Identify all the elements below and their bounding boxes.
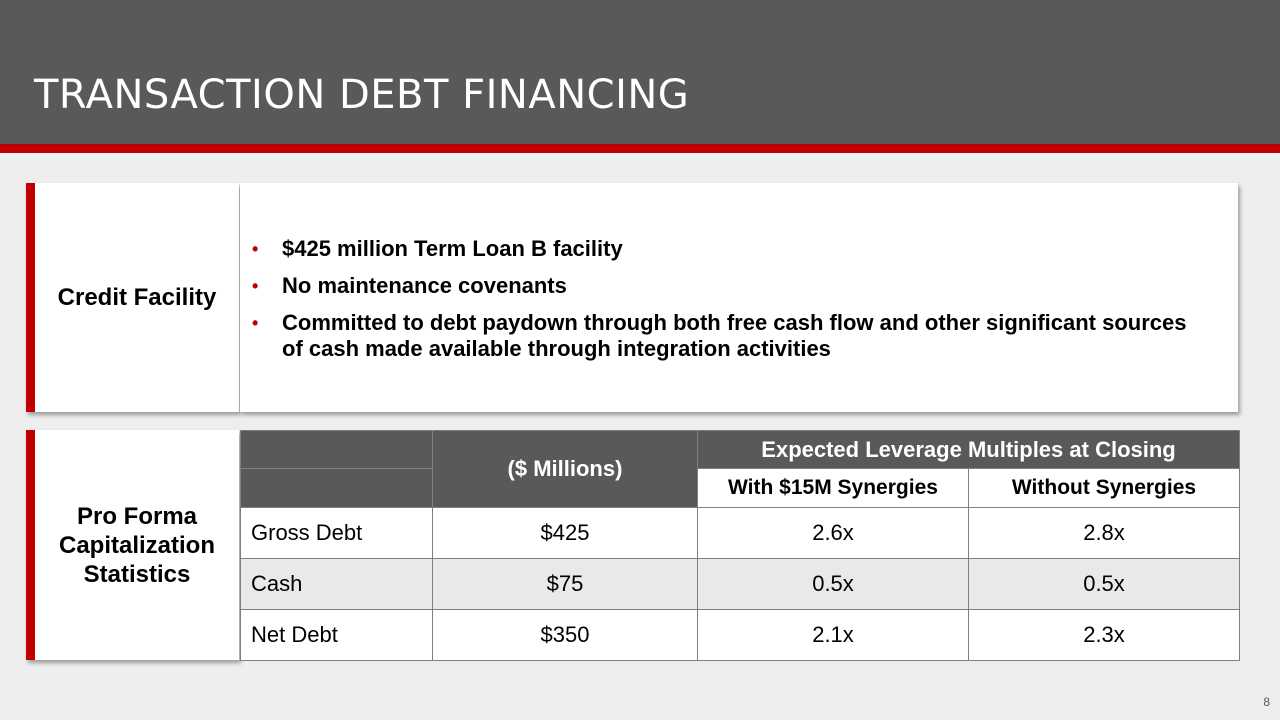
table-row: Cash $75 0.5x 0.5x: [240, 558, 1241, 610]
bullet-item: • $425 million Term Loan B facility: [252, 236, 623, 261]
header-empty-cell: [240, 468, 433, 508]
header-millions: ($ Millions): [432, 430, 698, 508]
header-leverage-group: Expected Leverage Multiples at Closing: [696, 430, 1241, 469]
pro-forma-label-text: Pro Forma Capitalization Statistics: [58, 502, 215, 588]
page-number: 8: [1263, 695, 1270, 709]
table-row: Net Debt $350 2.1x 2.3x: [240, 609, 1241, 661]
cell-millions: $75: [432, 558, 698, 610]
bullet-item: • Committed to debt paydown through both …: [252, 310, 1187, 361]
header-with-synergies: With $15M Synergies: [697, 468, 969, 508]
table-row: Gross Debt $425 2.6x 2.8x: [240, 507, 1241, 559]
cell-with-synergies: 2.1x: [697, 609, 969, 661]
credit-facility-label: Credit Facility: [26, 183, 239, 412]
slide-title: TRANSACTION DEBT FINANCING: [34, 72, 690, 118]
row-label: Cash: [240, 558, 433, 610]
bullet-dot-icon: •: [252, 276, 259, 296]
bullet-dot-icon: •: [252, 239, 259, 259]
cell-millions: $425: [432, 507, 698, 559]
row-label: Gross Debt: [240, 507, 433, 559]
cell-with-synergies: 0.5x: [697, 558, 969, 610]
header-accent-rule: [0, 144, 1280, 153]
header-without-synergies: Without Synergies: [967, 468, 1241, 508]
credit-facility-label-text: Credit Facility: [57, 283, 217, 311]
credit-facility-panel: • $425 million Term Loan B facility • No m…: [240, 183, 1238, 412]
cell-with-synergies: 2.6x: [697, 507, 969, 559]
header-bar: [0, 0, 1280, 144]
row-label: Net Debt: [240, 609, 433, 661]
cell-without-synergies: 0.5x: [967, 558, 1241, 610]
cell-without-synergies: 2.8x: [967, 507, 1241, 559]
bullet-dot-icon: •: [252, 313, 259, 333]
cell-millions: $350: [432, 609, 698, 661]
cell-without-synergies: 2.3x: [967, 609, 1241, 661]
header-empty-cell: [240, 430, 433, 469]
credit-facility-bullets: • $425 million Term Loan B facility • No m…: [252, 236, 1212, 373]
capitalization-table: ($ Millions) Expected Leverage Multiples…: [240, 430, 1241, 661]
bullet-item: • No maintenance covenants: [252, 273, 567, 298]
pro-forma-label: Pro Forma Capitalization Statistics: [26, 430, 239, 660]
